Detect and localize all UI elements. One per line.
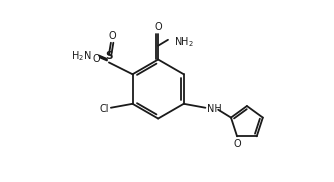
Text: Cl: Cl <box>100 104 109 114</box>
Text: O: O <box>92 54 100 64</box>
Text: S: S <box>105 52 113 62</box>
Text: H$_2$N: H$_2$N <box>71 50 91 64</box>
Text: O: O <box>108 31 116 41</box>
Text: NH$_2$: NH$_2$ <box>174 35 194 49</box>
Text: O: O <box>233 139 241 149</box>
Text: O: O <box>154 22 162 32</box>
Text: NH: NH <box>207 104 222 114</box>
